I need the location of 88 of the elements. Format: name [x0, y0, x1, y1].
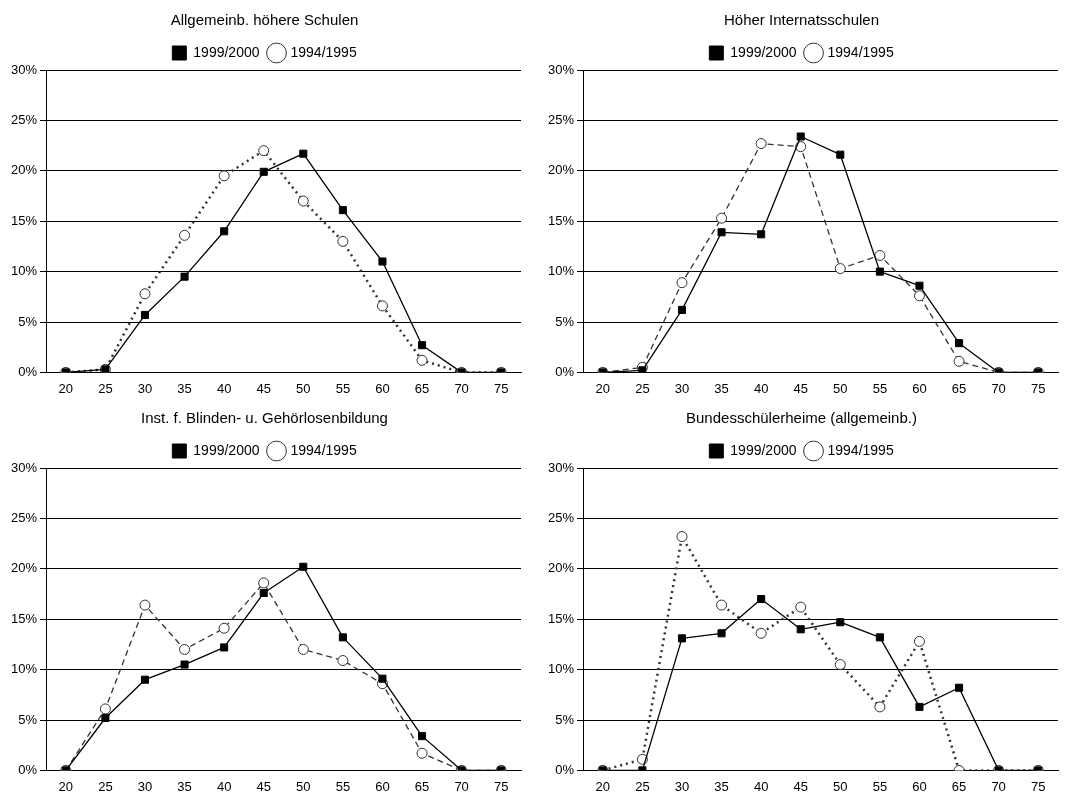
x-tick-label: 55 [872, 380, 888, 396]
y-tick-label: 25% [547, 111, 575, 127]
x-tick-label: 40 [216, 778, 232, 794]
x-tick-label: 75 [1030, 778, 1046, 794]
x-tick-label: 75 [493, 778, 509, 794]
y-tick-label: 5% [18, 313, 38, 329]
x-tick-label: 70 [991, 778, 1006, 794]
x-tick-label: 25 [635, 778, 650, 794]
x-tick-label: 50 [296, 380, 311, 396]
x-tick-label: 30 [137, 778, 153, 794]
x-tick-label: 30 [674, 778, 690, 794]
x-tick-label: 50 [833, 380, 848, 396]
x-tick-label: 75 [1030, 380, 1046, 396]
x-tick-label: 20 [58, 380, 74, 396]
y-tick-label: 10% [10, 661, 38, 677]
x-tick-label: 35 [177, 778, 192, 794]
legend-label: 1999/2000 [193, 441, 260, 458]
legend-label: 1999/2000 [193, 43, 260, 60]
x-tick-label: 65 [414, 380, 430, 396]
y-tick-label: 0% [18, 363, 38, 379]
chart-title: Allgemeinb. höhere Schulen [170, 11, 359, 29]
x-tick-label: 30 [137, 380, 153, 396]
x-tick-label: 55 [335, 380, 351, 396]
x-tick-label: 20 [58, 778, 74, 794]
x-tick-label: 40 [753, 380, 769, 396]
x-tick-label: 45 [256, 380, 271, 396]
x-tick-label: 25 [635, 380, 650, 396]
y-tick-label: 0% [555, 761, 575, 777]
x-tick-label: 60 [375, 380, 390, 396]
y-tick-label: 20% [10, 560, 38, 576]
y-tick-label: 15% [10, 212, 38, 228]
x-tick-label: 45 [256, 778, 271, 794]
x-tick-label: 70 [454, 778, 469, 794]
y-tick-label: 30% [547, 61, 575, 77]
y-tick-label: 5% [18, 711, 38, 727]
y-tick-label: 25% [547, 509, 575, 525]
x-tick-label: 20 [595, 380, 611, 396]
y-tick-label: 20% [547, 162, 575, 178]
x-tick-label: 60 [912, 380, 927, 396]
x-tick-label: 60 [912, 778, 927, 794]
x-tick-label: 50 [833, 778, 848, 794]
chart-title: Bundesschülerheime (allgemeinb.) [686, 409, 917, 427]
x-tick-label: 35 [177, 380, 192, 396]
y-tick-label: 5% [555, 711, 575, 727]
x-tick-label: 30 [674, 380, 690, 396]
y-tick-label: 0% [555, 363, 575, 379]
y-tick-label: 15% [547, 212, 575, 228]
legend-label: 1999/2000 [730, 43, 797, 60]
x-tick-label: 40 [753, 778, 769, 794]
y-tick-label: 20% [547, 560, 575, 576]
chart-title: Inst. f. Blinden- u. Gehörlosenbildung [141, 409, 388, 427]
y-tick-label: 25% [10, 111, 38, 127]
x-tick-label: 45 [793, 380, 808, 396]
x-tick-label: 75 [493, 380, 509, 396]
y-tick-label: 15% [10, 610, 38, 626]
y-tick-label: 30% [10, 61, 38, 77]
x-tick-label: 65 [951, 380, 967, 396]
y-tick-label: 30% [10, 459, 38, 475]
y-tick-label: 10% [547, 661, 575, 677]
y-tick-label: 0% [18, 761, 38, 777]
x-tick-label: 50 [296, 778, 311, 794]
y-tick-label: 25% [10, 509, 38, 525]
x-tick-label: 55 [335, 778, 351, 794]
y-tick-label: 15% [547, 610, 575, 626]
x-tick-label: 40 [216, 380, 232, 396]
x-tick-label: 60 [375, 778, 390, 794]
y-tick-label: 5% [555, 313, 575, 329]
legend-label: 1999/2000 [730, 441, 797, 458]
y-tick-label: 30% [547, 459, 575, 475]
legend-label: 1994/1995 [827, 43, 894, 60]
x-tick-label: 25 [98, 778, 113, 794]
legend-label: 1994/1995 [290, 441, 357, 458]
x-tick-label: 45 [793, 778, 808, 794]
x-tick-label: 65 [414, 778, 430, 794]
y-tick-label: 10% [10, 263, 38, 279]
chart-title: Höher Internatsschulen [723, 11, 880, 29]
x-tick-label: 70 [454, 380, 469, 396]
x-tick-label: 70 [991, 380, 1006, 396]
x-tick-label: 55 [872, 778, 888, 794]
x-tick-label: 20 [595, 778, 611, 794]
x-tick-label: 35 [714, 778, 729, 794]
legend-label: 1994/1995 [290, 43, 357, 60]
x-tick-label: 25 [98, 380, 113, 396]
x-tick-label: 65 [951, 778, 967, 794]
legend-label: 1994/1995 [827, 441, 894, 458]
x-tick-label: 35 [714, 380, 729, 396]
y-tick-label: 10% [547, 263, 575, 279]
y-tick-label: 20% [10, 162, 38, 178]
